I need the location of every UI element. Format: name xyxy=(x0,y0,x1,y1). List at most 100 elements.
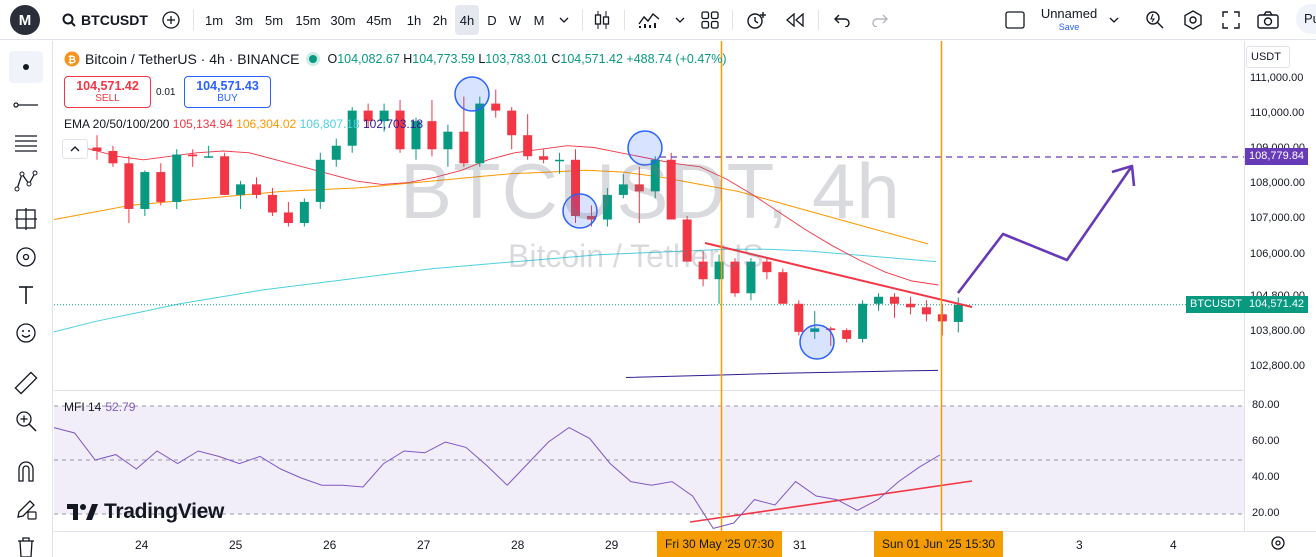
symbol-title[interactable]: Bitcoin / TetherUS · 4h · BINANCE xyxy=(85,51,300,67)
sell-button[interactable]: 104,571.42 SELL xyxy=(64,76,151,108)
chart-type-button[interactable] xyxy=(590,0,614,40)
publish-button[interactable]: Pu xyxy=(1296,4,1316,34)
tradingview-logo[interactable]: TradingView xyxy=(66,500,224,524)
pattern-tool[interactable] xyxy=(9,165,43,197)
collapse-legend-button[interactable] xyxy=(62,139,88,159)
candle-body xyxy=(794,303,804,332)
gear-icon xyxy=(1271,536,1285,550)
ema-legend[interactable]: EMA 20/50/100/200 105,134.94 106,304.02 … xyxy=(64,117,423,131)
timeframe-1h[interactable]: 1h xyxy=(406,12,422,28)
currency-selector[interactable]: USDT xyxy=(1246,46,1290,68)
bitcoin-icon: ₿ xyxy=(64,51,80,67)
timeframe-M[interactable]: M xyxy=(533,12,545,28)
fullscreen-button[interactable] xyxy=(1218,0,1244,40)
undo-button[interactable] xyxy=(830,0,854,40)
candle-body xyxy=(283,212,293,223)
candle-body xyxy=(937,314,947,322)
timeframe-W[interactable]: W xyxy=(508,12,522,28)
alert-button[interactable] xyxy=(742,0,770,40)
candle-body xyxy=(507,110,517,136)
spread-value: 0.01 xyxy=(156,87,176,98)
symbol-search-button[interactable]: BTCUSDT xyxy=(60,0,150,40)
remove-drawings-tool[interactable] xyxy=(9,531,43,557)
cursor-tool[interactable] xyxy=(9,51,43,83)
timeframe-5m[interactable]: 5m xyxy=(264,12,284,28)
trendline-tool[interactable] xyxy=(9,89,43,121)
fib-tool[interactable] xyxy=(9,127,43,159)
last-price-symbol-tag: BTCUSDT xyxy=(1186,296,1246,314)
settings-button[interactable] xyxy=(1180,0,1206,40)
compare-symbol-button[interactable] xyxy=(158,0,184,40)
time-axis-settings-button[interactable] xyxy=(1270,535,1286,556)
layout-name[interactable]: Unnamed xyxy=(1040,6,1098,21)
indicators-dropdown[interactable] xyxy=(670,0,690,40)
projection-icon xyxy=(15,208,37,230)
timeframe-15m[interactable]: 15m xyxy=(295,12,321,28)
timeframe-3m[interactable]: 3m xyxy=(234,12,254,28)
icon-tool[interactable] xyxy=(9,317,43,349)
candle-body xyxy=(427,121,437,150)
circle-target-icon xyxy=(16,247,36,267)
layout-dropdown[interactable] xyxy=(1104,0,1124,40)
measure-tool[interactable] xyxy=(9,367,43,399)
price-axis-label: 108,000.00 xyxy=(1250,177,1306,190)
user-avatar[interactable]: M xyxy=(10,5,40,35)
candle-body xyxy=(602,194,612,220)
text-tool[interactable] xyxy=(9,279,43,311)
magnet-icon xyxy=(18,461,34,482)
candle-body xyxy=(379,110,389,122)
timeframe-4h[interactable]: 4h xyxy=(455,5,479,35)
time-marker-label-2: Sun 01 Jun '25 15:30 xyxy=(874,531,1004,557)
timeframe-30m[interactable]: 30m xyxy=(330,12,356,28)
candle-body xyxy=(858,303,868,339)
timeframe-45m[interactable]: 45m xyxy=(366,12,392,28)
symbol-watermark-description: Bitcoin / TetherUS xyxy=(508,238,764,274)
lock-drawings-tool[interactable] xyxy=(9,493,43,525)
candle-body xyxy=(220,156,230,195)
horizontal-lines-icon xyxy=(15,135,37,152)
timeframe-1m[interactable]: 1m xyxy=(204,12,224,28)
brush-tool[interactable] xyxy=(9,241,43,273)
candle-body xyxy=(586,215,596,220)
projection-tool[interactable] xyxy=(9,203,43,235)
candle-body xyxy=(252,184,261,195)
timeframe-2h[interactable]: 2h xyxy=(432,12,448,28)
magnet-tool[interactable] xyxy=(9,455,43,487)
fullscreen-icon xyxy=(1222,11,1240,29)
undo-icon xyxy=(834,14,850,27)
mfi-legend[interactable]: MFI 14 52.79 xyxy=(64,400,135,414)
open-label: O xyxy=(327,52,338,66)
redo-button[interactable] xyxy=(868,0,892,40)
symbol-label: BTCUSDT xyxy=(81,12,148,28)
candle-body xyxy=(826,328,836,331)
search-icon xyxy=(62,13,76,27)
replay-button[interactable] xyxy=(782,0,808,40)
timeframe-D[interactable]: D xyxy=(487,12,497,28)
candle-body xyxy=(140,172,150,209)
candle-body xyxy=(539,156,549,160)
quick-search-button[interactable] xyxy=(1142,0,1168,40)
drawing-toolbar xyxy=(0,41,53,557)
time-axis-label: 28 xyxy=(511,538,525,552)
low-value: 103,783.01 xyxy=(485,52,548,66)
symbol-legend: ₿ Bitcoin / TetherUS · 4h · BINANCE O 104… xyxy=(64,50,727,68)
candle-body xyxy=(634,184,644,192)
sell-price: 104,571.42 xyxy=(76,79,139,93)
symbol-watermark: BTCUSDT, 4h xyxy=(400,147,901,235)
templates-button[interactable] xyxy=(698,0,722,40)
candle-body xyxy=(443,131,453,150)
ema50-value: 106,304.02 xyxy=(236,117,297,131)
layout-save-status[interactable]: Save xyxy=(1058,22,1080,32)
timeframe-dropdown[interactable] xyxy=(553,0,575,40)
high-value: 104,773.59 xyxy=(412,52,475,66)
candle-body xyxy=(188,154,198,157)
layout-button[interactable] xyxy=(1002,0,1028,40)
last-price-tag: 104,571.42 xyxy=(1245,296,1309,314)
zoom-tool[interactable] xyxy=(9,405,43,437)
highlight-circle-drawing xyxy=(627,130,663,166)
indicators-button[interactable] xyxy=(636,0,662,40)
snapshot-button[interactable] xyxy=(1255,0,1281,40)
buy-button[interactable]: 104,571.43 BUY xyxy=(184,76,271,108)
